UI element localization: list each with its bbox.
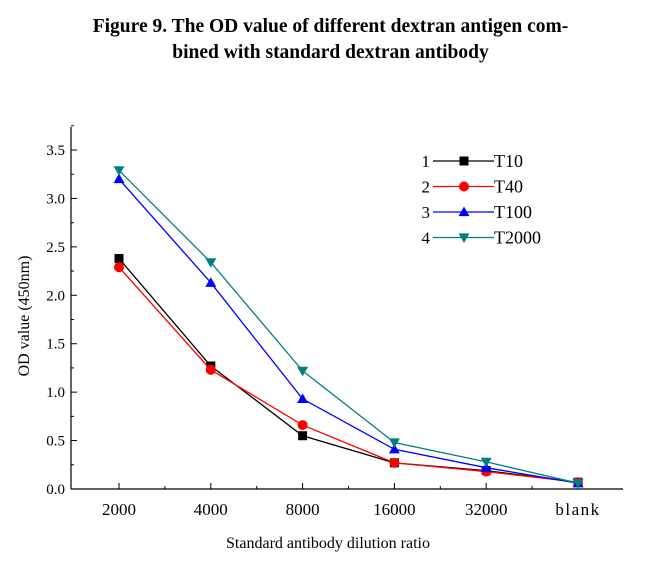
data-point: [298, 431, 308, 441]
legend-number: 3: [422, 203, 431, 222]
legend-label: T100: [494, 202, 532, 222]
data-point: [389, 457, 400, 468]
data-point: [113, 173, 125, 184]
data-point: [297, 420, 308, 431]
chart-axes: [70, 127, 623, 490]
data-point: [480, 457, 492, 468]
legend-marker: [458, 206, 470, 217]
series-T40: [114, 262, 583, 488]
legend-marker: [458, 233, 470, 243]
series-T100: [113, 173, 584, 488]
y-tick-label: 1.5: [46, 337, 65, 353]
y-tick-label: 1.0: [46, 385, 65, 401]
x-tick-label: 16000: [373, 500, 416, 519]
data-point: [205, 258, 217, 268]
axis-ticks: 0.0 0.5 1.0 1.5 2.0 2.5 3.0 3.5 2000 4000 8000 1600…: [46, 125, 600, 519]
series-line: [118, 266, 579, 483]
legend-label: T40: [494, 177, 523, 197]
x-tick-label: 2000: [102, 500, 136, 519]
data-point: [113, 166, 125, 176]
series-line: [118, 169, 579, 484]
figure-title-line-2: bined with standard dextran antibody: [172, 42, 489, 63]
y-tick-label: 2.0: [46, 288, 65, 304]
legend-marker: [459, 181, 469, 192]
legend-label: T10: [494, 151, 523, 171]
chart-series: [113, 166, 584, 489]
data-point: [205, 277, 217, 287]
y-tick-label: 0.0: [46, 482, 65, 498]
data-point: [114, 262, 124, 273]
y-axis-label: OD value (450nm): [16, 256, 33, 377]
x-tick-label: 4000: [194, 500, 228, 519]
data-point: [297, 393, 309, 404]
legend-number: 1: [422, 152, 431, 171]
series-T2000: [113, 166, 584, 489]
x-tick-label: 8000: [286, 500, 320, 519]
x-tick-label: blank: [555, 500, 600, 519]
legend-number: 4: [422, 229, 431, 248]
y-tick-label: 2.5: [46, 240, 65, 256]
x-tick-label: 32000: [465, 500, 508, 519]
chart-legend: 1 T10 2 T40 3 T100 4 T2000: [422, 151, 542, 248]
series-line: [118, 258, 579, 483]
data-point: [297, 366, 309, 377]
data-point: [388, 443, 400, 454]
y-tick-label: 3.0: [46, 191, 65, 207]
data-point: [388, 438, 400, 449]
y-tick-label: 0.5: [46, 434, 65, 450]
data-point: [572, 479, 584, 489]
series-T10: [114, 253, 583, 487]
data-point: [114, 253, 124, 263]
data-point: [205, 364, 216, 375]
x-axis-label: Standard antibody dilution ratio: [226, 535, 430, 552]
legend-label: T2000: [494, 228, 541, 248]
series-line: [118, 178, 579, 484]
y-tick-label: 3.5: [46, 143, 65, 159]
legend-number: 2: [422, 178, 431, 197]
figure-title: Figure 9. The OD value of different dext…: [0, 14, 661, 66]
figure-title-line-1: Figure 9. The OD value of different dext…: [92, 16, 569, 37]
legend-marker: [459, 156, 469, 166]
